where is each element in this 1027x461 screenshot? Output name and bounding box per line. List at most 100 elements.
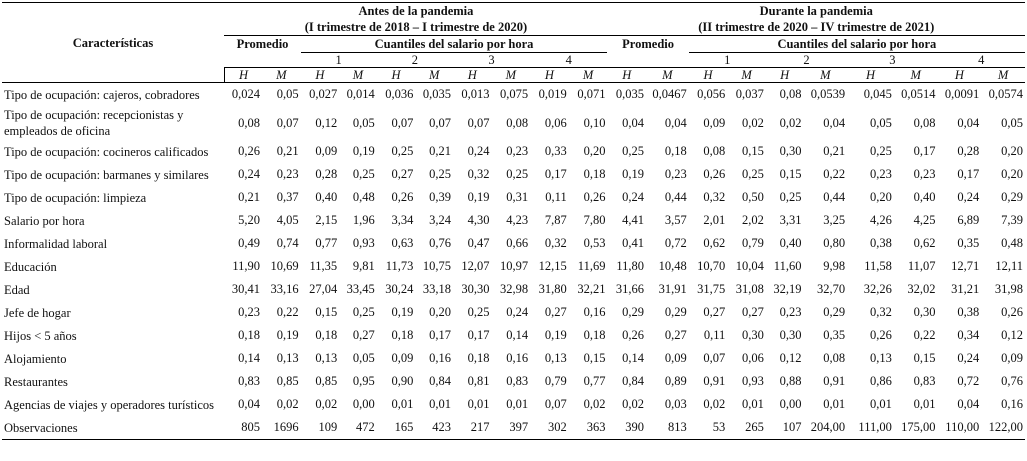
table-cell: 0,01 — [391, 397, 414, 411]
table-cell: 0,26 — [583, 190, 606, 204]
table-cell: 0,08 — [779, 87, 802, 101]
table-cell: 0,40 — [315, 190, 338, 204]
table-row: Salario por hora 5,20 4,05 2,15 1,96 3,34 3,24… — [2, 209, 1025, 232]
table-cell: 0,48 — [1001, 236, 1023, 250]
table-cell: 32,26 — [863, 282, 892, 296]
table-cell: 0,07 — [544, 397, 567, 411]
table-cell: 0,32 — [869, 305, 892, 319]
table-cell: 0,30 — [913, 305, 936, 319]
table-cell: 0,34 — [957, 328, 980, 342]
table-cell: 0,27 — [544, 305, 567, 319]
table-row: Tipo de ocupación: cajeros, cobradores 0,… — [2, 83, 1025, 107]
table-row: Restaurantes 0,83 0,85 0,85 0,95 0,90 0,84 0,81… — [2, 370, 1025, 393]
table-cell: 0,72 — [957, 374, 980, 388]
table-cell: 0,25 — [869, 144, 892, 158]
table-cell: 0,83 — [913, 374, 936, 388]
before-quantile-3: 3 — [452, 52, 531, 68]
table-cell: 30,41 — [231, 282, 260, 296]
table-cell: 0,27 — [664, 328, 687, 342]
table-cell: 0,72 — [664, 236, 687, 250]
table-cell: 0,25 — [429, 167, 451, 181]
table-row: Hijos < 5 años 0,18 0,19 0,18 0,27 0,18 0,17 0,… — [2, 324, 1025, 347]
table-cell: 0,04 — [622, 115, 645, 130]
table-cell: 302 — [530, 416, 569, 440]
table-cell: 9,81 — [352, 259, 375, 273]
table-cell: 0,12 — [779, 351, 802, 365]
table-cell: 0,26 — [238, 144, 260, 158]
table-cell: 0,16 — [583, 305, 606, 319]
table-cell: 0,26 — [622, 328, 645, 342]
table-cell: 0,85 — [315, 374, 338, 388]
table-cell: 0,18 — [583, 167, 606, 181]
table-cell: 0,04 — [664, 115, 687, 130]
table-cell: 0,02 — [703, 397, 726, 411]
table-cell: 0,37 — [276, 190, 299, 204]
table-cell: 0,95 — [352, 374, 375, 388]
table-cell: 0,056 — [697, 87, 726, 101]
table-cell: 10,70 — [697, 259, 726, 273]
table-cell: 0,63 — [391, 236, 414, 250]
table-cell: 30,30 — [461, 282, 490, 296]
table-cell: 0,27 — [742, 305, 764, 319]
sex-header-m: M — [893, 67, 938, 83]
table-cell: 0,20 — [1001, 167, 1023, 181]
before-quantile-4: 4 — [530, 52, 608, 68]
table-cell: 0,16 — [429, 351, 451, 365]
table-cell: 33,18 — [422, 282, 451, 296]
sex-header-m: M — [727, 67, 766, 83]
during-pandemic-title: Durante la pandemia — [759, 4, 873, 18]
table-cell: 27,04 — [309, 282, 338, 296]
row-label: Edad — [4, 282, 30, 297]
table-cell: 0,76 — [429, 236, 451, 250]
table-cell: 0,93 — [742, 374, 764, 388]
table-cell: 0,15 — [779, 167, 802, 181]
table-cell: 0,40 — [779, 236, 802, 250]
table-cell: 0,30 — [779, 144, 802, 158]
table-cell: 0,18 — [467, 351, 490, 365]
table-cell: 0,91 — [703, 374, 726, 388]
table-cell: 0,21 — [429, 144, 451, 158]
during-quantile-2: 2 — [765, 52, 848, 68]
table-cell: 0,23 — [276, 167, 299, 181]
table-cell: 0,22 — [823, 167, 846, 181]
table-cell: 11,58 — [864, 259, 892, 273]
table-cell: 0,29 — [823, 305, 846, 319]
table-cell: 11,90 — [232, 259, 260, 273]
table-cell: 0,85 — [276, 374, 299, 388]
during-pandemic-period: (II trimestre de 2020 – IV trimestre de … — [698, 20, 935, 34]
table-cell: 0,31 — [506, 190, 529, 204]
table-cell: 11,60 — [773, 259, 802, 273]
table-cell: 1,96 — [352, 213, 375, 227]
table-cell: 0,02 — [622, 397, 645, 411]
table-cell: 0,35 — [957, 236, 980, 250]
during-quantiles-header: Cuantiles del salario por hora — [688, 35, 1025, 53]
before-promedio-header: Promedio — [224, 35, 301, 53]
sex-header-m: M — [646, 67, 689, 83]
table-cell: 472 — [339, 416, 377, 440]
before-promedio-spacer — [224, 53, 300, 68]
table-cell: 33,16 — [270, 282, 299, 296]
sex-header-m: M — [803, 67, 848, 83]
table-cell: 0,23 — [664, 167, 687, 181]
table-cell: 0,88 — [779, 374, 802, 388]
table-cell: 0,18 — [583, 328, 606, 342]
table-cell: 53 — [688, 416, 728, 440]
table-cell: 12,07 — [461, 259, 490, 273]
table-cell: 0,79 — [544, 374, 567, 388]
table-cell: 0,05 — [276, 87, 299, 101]
table-cell: 0,18 — [664, 144, 687, 158]
table-cell: 10,04 — [735, 259, 764, 273]
table-cell: 0,25 — [622, 144, 645, 158]
sex-header-h: H — [765, 67, 804, 83]
table-cell: 0,19 — [467, 190, 490, 204]
table-row: Informalidad laboral 0,49 0,74 0,77 0,93 0,63… — [2, 232, 1025, 255]
table-cell: 0,23 — [869, 167, 892, 181]
sex-header-m: M — [262, 67, 301, 83]
table-cell: 31,80 — [538, 282, 567, 296]
table-cell: 0,17 — [913, 144, 936, 158]
table-cell: 4,26 — [869, 213, 892, 227]
table-cell: 4,30 — [467, 213, 490, 227]
table-cell: 0,33 — [544, 144, 567, 158]
table-cell: 11,35 — [309, 259, 338, 273]
table-cell: 0,32 — [467, 167, 490, 181]
